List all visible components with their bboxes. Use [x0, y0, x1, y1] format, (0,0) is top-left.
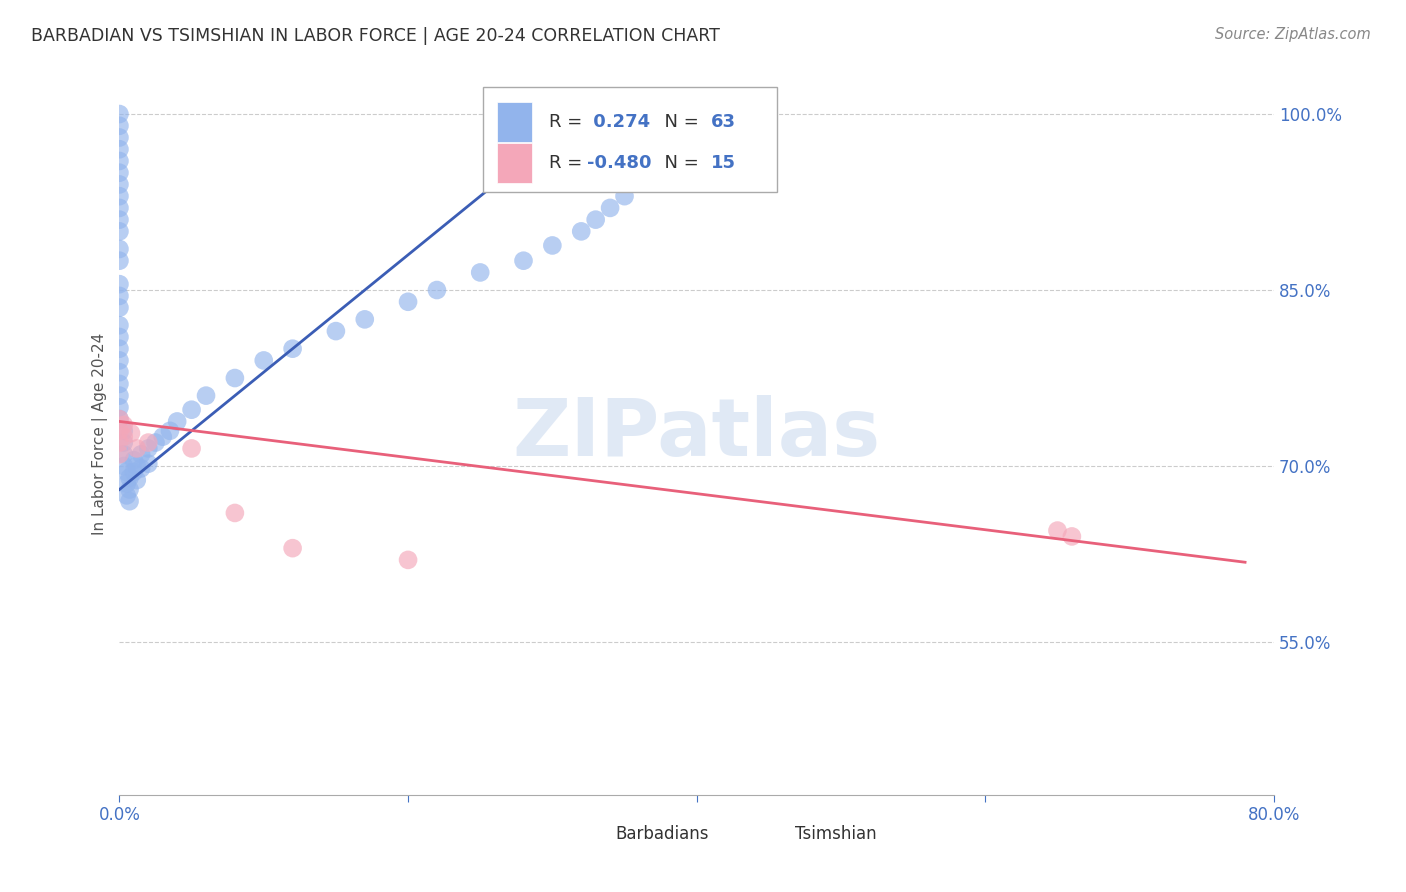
Point: [281, 541, 304, 556]
Point: [152, 430, 174, 444]
Point: [108, 119, 131, 133]
Point: [353, 312, 375, 326]
FancyBboxPatch shape: [496, 144, 531, 183]
Point: [470, 265, 492, 279]
Point: [112, 424, 135, 438]
Point: [136, 457, 159, 471]
FancyBboxPatch shape: [755, 822, 787, 847]
Point: [253, 353, 276, 368]
Text: ZIPatlas: ZIPatlas: [513, 395, 880, 473]
Point: [224, 506, 246, 520]
Point: [108, 318, 131, 333]
Point: [108, 153, 131, 168]
Text: Barbadians: Barbadians: [616, 825, 710, 843]
Point: [108, 277, 131, 292]
Point: [195, 389, 218, 403]
Point: [585, 212, 607, 227]
Y-axis label: In Labor Force | Age 20-24: In Labor Force | Age 20-24: [93, 333, 108, 535]
Text: 63: 63: [710, 113, 735, 131]
Text: R =: R =: [548, 154, 588, 172]
Point: [1046, 524, 1069, 538]
Point: [108, 107, 131, 121]
Point: [108, 189, 131, 203]
Point: [125, 473, 148, 487]
Point: [115, 476, 138, 491]
Point: [512, 253, 534, 268]
Point: [180, 442, 202, 456]
Point: [396, 294, 419, 309]
Text: BARBADIAN VS TSIMSHIAN IN LABOR FORCE | AGE 20-24 CORRELATION CHART: BARBADIAN VS TSIMSHIAN IN LABOR FORCE | …: [31, 27, 720, 45]
FancyBboxPatch shape: [575, 822, 607, 847]
Point: [118, 483, 141, 497]
Text: 15: 15: [710, 154, 735, 172]
Point: [1060, 529, 1083, 543]
Text: -0.480: -0.480: [588, 154, 651, 172]
Point: [224, 371, 246, 385]
Point: [108, 389, 131, 403]
Point: [108, 201, 131, 215]
Point: [122, 465, 145, 479]
Point: [159, 424, 181, 438]
Text: Tsimshian: Tsimshian: [794, 825, 876, 843]
Point: [108, 424, 131, 438]
Point: [108, 212, 131, 227]
Text: N =: N =: [652, 113, 704, 131]
Point: [115, 488, 138, 502]
Point: [120, 426, 142, 441]
Point: [122, 453, 145, 467]
Text: Source: ZipAtlas.com: Source: ZipAtlas.com: [1215, 27, 1371, 42]
Point: [396, 553, 419, 567]
Point: [125, 458, 148, 473]
Point: [112, 435, 135, 450]
Point: [125, 442, 148, 456]
Point: [145, 435, 167, 450]
Point: [136, 435, 159, 450]
Point: [599, 201, 621, 215]
Point: [129, 447, 152, 461]
Point: [108, 412, 131, 426]
Point: [569, 224, 592, 238]
Point: [108, 224, 131, 238]
Point: [108, 301, 131, 315]
FancyBboxPatch shape: [484, 87, 778, 192]
Point: [108, 130, 131, 145]
Text: R =: R =: [548, 113, 588, 131]
Point: [281, 342, 304, 356]
Point: [166, 414, 188, 428]
Point: [118, 471, 141, 485]
Point: [108, 365, 131, 379]
Point: [108, 342, 131, 356]
Point: [108, 401, 131, 415]
Text: 0.274: 0.274: [588, 113, 650, 131]
Point: [108, 376, 131, 391]
Point: [108, 435, 131, 450]
Text: N =: N =: [652, 154, 704, 172]
Point: [108, 330, 131, 344]
Point: [129, 461, 152, 475]
Point: [108, 242, 131, 256]
Point: [108, 447, 131, 461]
Point: [325, 324, 347, 338]
Point: [108, 289, 131, 303]
Point: [613, 189, 636, 203]
Point: [108, 412, 131, 426]
Point: [112, 458, 135, 473]
Point: [118, 494, 141, 508]
Point: [112, 430, 135, 444]
Point: [136, 442, 159, 456]
Point: [108, 253, 131, 268]
Point: [115, 465, 138, 479]
Point: [541, 238, 564, 252]
Point: [112, 417, 135, 432]
Point: [108, 353, 131, 368]
Point: [426, 283, 449, 297]
FancyBboxPatch shape: [496, 103, 531, 142]
Point: [108, 166, 131, 180]
Point: [108, 142, 131, 156]
Point: [180, 402, 202, 417]
Point: [108, 178, 131, 192]
Point: [112, 447, 135, 461]
